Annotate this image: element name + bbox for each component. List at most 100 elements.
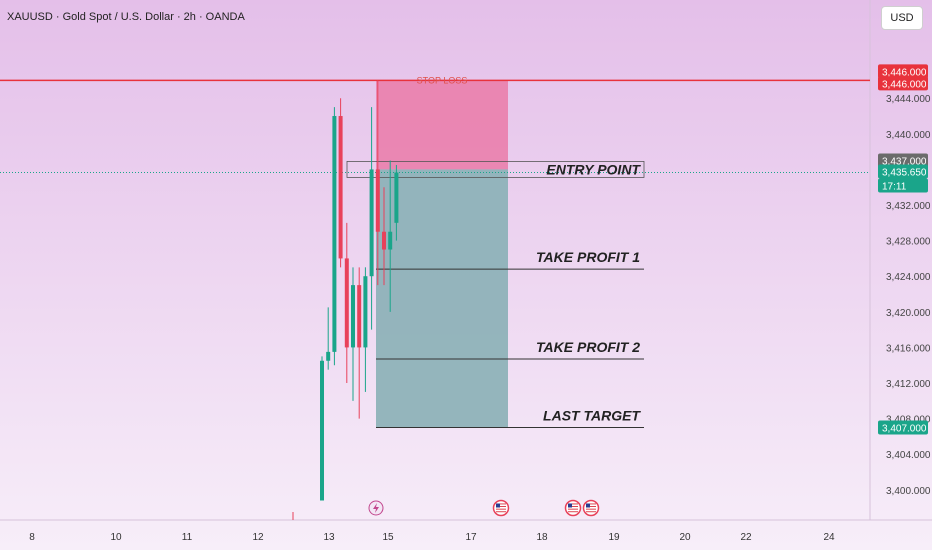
us-flag-icon-field [586, 503, 596, 513]
price-badge-label: 3,437.000 [882, 157, 927, 168]
us-flag-icon-stripe [496, 508, 506, 510]
price-badge-label: 17:11 [882, 182, 907, 193]
candle [326, 307, 331, 370]
price-badge-label: 3,446.000 [882, 79, 927, 90]
price-badge-label: 3,435.650 [882, 168, 927, 179]
us-flag-icon-stripe [568, 506, 578, 507]
last-target-label: LAST TARGET [543, 408, 641, 424]
price-tick-label: 3,408.000 [886, 415, 931, 426]
candle [338, 98, 343, 268]
price-badge-label: 3,407.000 [882, 424, 927, 435]
price-badge-background [878, 420, 928, 435]
price-badge-countdown: 17:11 [878, 178, 928, 193]
us-flag-icon-stripe [586, 508, 596, 510]
candle [382, 187, 386, 286]
candle [369, 107, 374, 330]
time-tick-label: 19 [608, 532, 620, 543]
entry-point-box [346, 161, 645, 178]
price-tick-label: 3,420.000 [886, 308, 931, 319]
price-tick-label: 3,404.000 [886, 450, 931, 461]
price-badge-background [878, 153, 928, 168]
take-profit-2-label: TAKE PROFIT 2 [536, 339, 640, 355]
time-tick-label: 11 [182, 532, 193, 543]
us-flag-icon-stripe [496, 503, 506, 505]
us-flag-icon-stripe [496, 506, 506, 507]
price-tick-label: 3,444.000 [886, 94, 931, 105]
candle [394, 164, 399, 241]
candles-layer [320, 80, 399, 501]
price-badge-stop: 3,446.000 [878, 64, 928, 79]
time-tick-label: 24 [823, 532, 835, 543]
time-tick-label: 10 [110, 532, 122, 543]
candle-body [369, 169, 374, 277]
candle-body [344, 258, 349, 348]
price-badge-current: 3,435.650 [878, 164, 928, 179]
candle [351, 267, 355, 401]
price-badge-background [878, 76, 928, 91]
price-badge-label: 3,446.000 [882, 67, 927, 78]
time-tick-label: 12 [252, 532, 264, 543]
candle-body [320, 360, 324, 501]
us-flag-icon-stripe [568, 503, 578, 505]
time-tick-label: 20 [679, 532, 691, 543]
candle [357, 267, 362, 419]
candle [388, 160, 393, 312]
price-tick-label: 3,424.000 [886, 272, 931, 283]
candle [363, 267, 368, 392]
candle-body [382, 231, 386, 250]
candle [344, 222, 349, 384]
time-tick-label: 17 [465, 532, 477, 543]
us-flag-icon-canton [568, 503, 572, 508]
us-flag-icon-stripe [586, 506, 596, 507]
price-tick-label: 3,412.000 [886, 379, 931, 390]
us-flag-icon-canton [496, 503, 500, 508]
currency-button[interactable]: USD [881, 6, 923, 30]
price-badge-background [878, 178, 928, 193]
price-badge-target: 3,407.000 [878, 420, 928, 435]
price-tick-label: 3,400.000 [886, 486, 931, 497]
us-flag-icon-stripe [568, 508, 578, 510]
candle-body [363, 276, 368, 348]
stop-loss-label: STOP LOSS [417, 75, 468, 85]
candle-body [332, 116, 337, 352]
us-flag-icon-field [496, 503, 506, 513]
candle [375, 80, 380, 286]
stop-loss-zone [376, 80, 508, 170]
time-axis[interactable]: 8 10 11 12 13 15 17 18 19 20 22 24 [29, 532, 835, 543]
lightning-icon [368, 500, 384, 516]
us-flag-icon-field [568, 503, 578, 513]
price-tick-label: 3,416.000 [886, 343, 931, 354]
time-tick-label: 13 [323, 532, 335, 543]
zones-layer [376, 80, 508, 428]
us-flag-icon-stripe [586, 503, 596, 505]
candle [332, 107, 337, 366]
price-tick-label: 3,432.000 [886, 201, 931, 212]
chart-title: XAUUSD · Gold Spot / U.S. Dollar · 2h · … [7, 11, 245, 23]
candle-body [388, 231, 393, 250]
candle-body [357, 285, 362, 348]
us-flag-icon [564, 499, 582, 517]
candle-body [375, 169, 380, 232]
take-profit-1-label: TAKE PROFIT 1 [536, 249, 640, 265]
time-tick-label: 18 [536, 532, 548, 543]
us-flag-icon-canton [586, 503, 590, 508]
candle-body [394, 172, 399, 223]
level-lines-layer [0, 79, 870, 429]
price-badge-entry: 3,437.000 [878, 153, 928, 168]
time-tick-label: 15 [382, 532, 394, 543]
price-badge-background [878, 164, 928, 179]
entry-point-label: ENTRY POINT [546, 161, 641, 177]
price-tick-label: 3,440.000 [886, 130, 931, 141]
time-tick-label: 8 [29, 532, 35, 543]
time-tick-label: 22 [740, 532, 752, 543]
us-flag-icon [492, 499, 510, 517]
us-flag-icon-stripe [496, 511, 506, 513]
price-tick-label: 3,428.000 [886, 237, 931, 248]
price-badge-background [878, 64, 928, 79]
candle [320, 356, 324, 501]
level-labels-layer: STOP LOSS ENTRY POINT TAKE PROFIT 1 TAKE PR… [417, 75, 642, 423]
price-axis[interactable]: 3,444.000 3,440.000 3,432.000 3,428.000 3,42… [886, 94, 931, 497]
